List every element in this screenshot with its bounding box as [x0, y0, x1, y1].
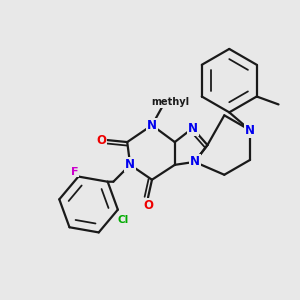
Text: methyl: methyl: [151, 98, 189, 107]
Text: N: N: [245, 124, 255, 137]
Text: N: N: [125, 158, 135, 171]
Text: N: N: [188, 122, 198, 135]
Text: N: N: [190, 155, 200, 168]
Text: F: F: [71, 167, 78, 177]
Text: O: O: [143, 199, 153, 212]
Text: N: N: [147, 119, 157, 132]
Text: Cl: Cl: [117, 214, 128, 225]
Text: O: O: [97, 134, 106, 147]
